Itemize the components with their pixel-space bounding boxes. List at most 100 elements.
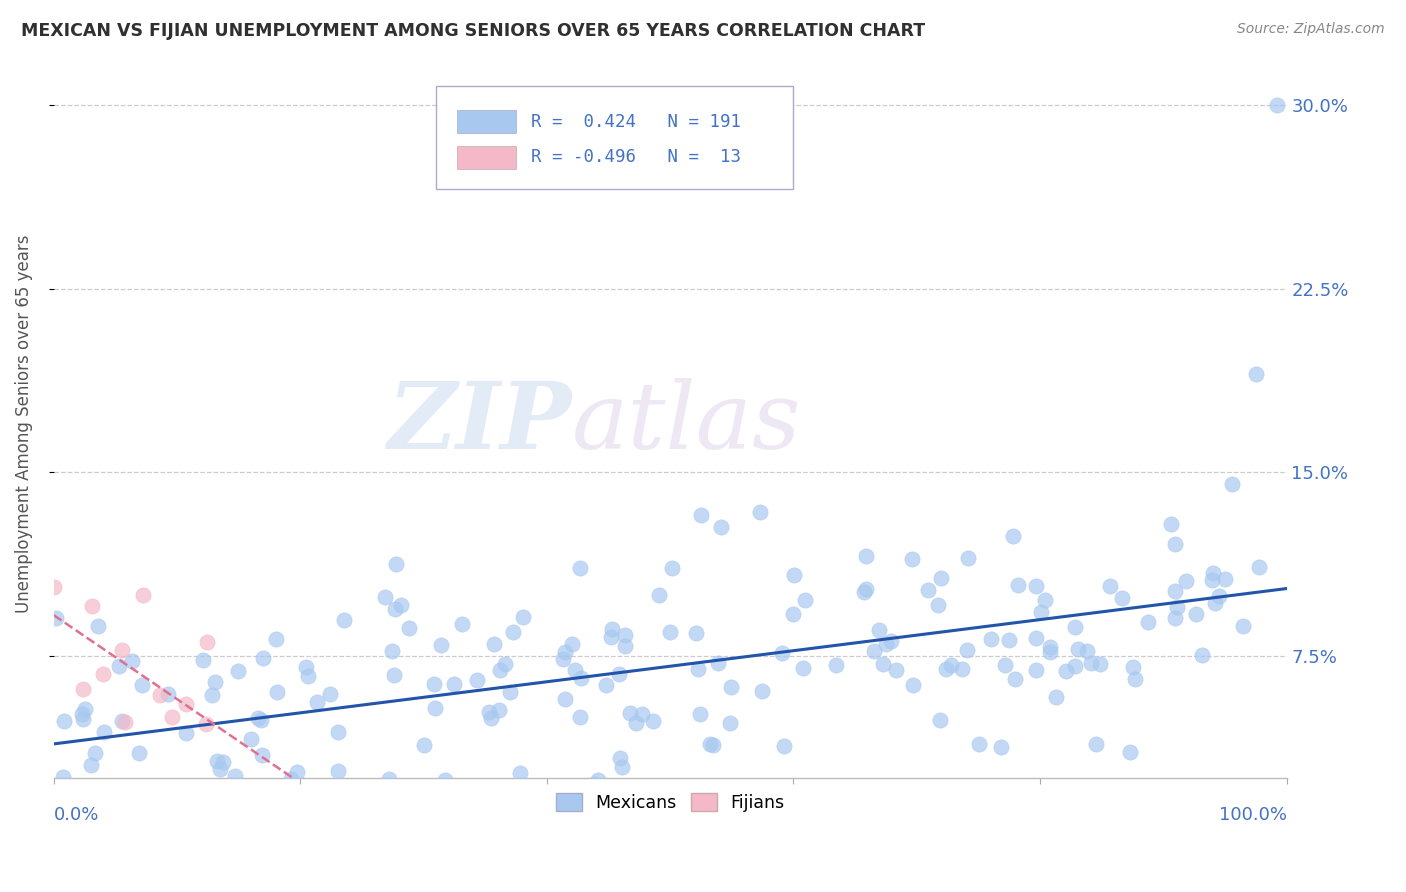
- Point: [488, 663, 510, 677]
- Point: [568, 710, 591, 724]
- Point: [1163, 583, 1185, 598]
- Point: [561, 637, 583, 651]
- Point: [1099, 579, 1122, 593]
- Point: [880, 633, 903, 648]
- Point: [558, 793, 581, 807]
- Point: [607, 667, 630, 681]
- Point: [901, 678, 924, 692]
- Point: [855, 549, 877, 563]
- Point: [156, 688, 179, 702]
- Text: 0.0%: 0.0%: [53, 806, 100, 824]
- Point: [80, 599, 103, 613]
- Point: [1163, 610, 1185, 624]
- Point: [52, 714, 75, 728]
- Point: [751, 683, 773, 698]
- Point: [1204, 596, 1226, 610]
- Point: [929, 571, 952, 585]
- Point: [595, 678, 617, 692]
- Point: [326, 764, 349, 778]
- Point: [73, 702, 96, 716]
- Point: [1122, 659, 1144, 673]
- Point: [131, 780, 153, 795]
- Point: [1118, 745, 1140, 759]
- Point: [488, 703, 510, 717]
- Point: [1067, 641, 1090, 656]
- Point: [132, 588, 155, 602]
- Point: [1002, 529, 1025, 543]
- Point: [1033, 592, 1056, 607]
- FancyBboxPatch shape: [436, 87, 793, 189]
- Point: [494, 657, 516, 672]
- Point: [901, 551, 924, 566]
- Point: [929, 714, 952, 728]
- Point: [941, 657, 963, 672]
- Point: [84, 746, 107, 760]
- Point: [136, 786, 159, 800]
- Point: [93, 725, 115, 739]
- Point: [1166, 600, 1188, 615]
- Point: [250, 714, 273, 728]
- Point: [710, 519, 733, 533]
- Text: atlas: atlas: [572, 378, 801, 468]
- Point: [1191, 648, 1213, 662]
- Point: [1080, 656, 1102, 670]
- Point: [624, 716, 647, 731]
- Point: [586, 773, 609, 788]
- Point: [628, 807, 651, 822]
- Point: [619, 706, 641, 721]
- Point: [824, 658, 846, 673]
- Point: [1063, 620, 1085, 634]
- Point: [659, 624, 682, 639]
- Point: [326, 725, 349, 739]
- Point: [413, 738, 436, 752]
- Point: [1054, 664, 1077, 678]
- Point: [935, 662, 957, 676]
- Point: [613, 628, 636, 642]
- Point: [1232, 619, 1254, 633]
- Point: [609, 751, 631, 765]
- Point: [1164, 536, 1187, 550]
- Point: [583, 777, 606, 791]
- Point: [1045, 690, 1067, 704]
- Point: [174, 697, 197, 711]
- Point: [980, 632, 1002, 647]
- Point: [1185, 607, 1208, 622]
- Point: [191, 652, 214, 666]
- Point: [240, 731, 263, 746]
- Point: [111, 714, 134, 728]
- Point: [554, 644, 576, 658]
- Point: [478, 705, 501, 719]
- Point: [1111, 591, 1133, 605]
- Point: [499, 685, 522, 699]
- Point: [1025, 663, 1047, 677]
- Text: R = -0.496   N =  13: R = -0.496 N = 13: [531, 148, 741, 166]
- Point: [564, 663, 586, 677]
- Point: [305, 695, 328, 709]
- Point: [201, 688, 224, 702]
- Point: [479, 711, 502, 725]
- Point: [1244, 368, 1267, 382]
- Point: [1076, 644, 1098, 658]
- Point: [430, 639, 453, 653]
- Point: [195, 634, 218, 648]
- Point: [1007, 578, 1029, 592]
- Point: [56, 807, 79, 822]
- Point: [266, 685, 288, 699]
- Point: [423, 700, 446, 714]
- Point: [423, 677, 446, 691]
- Point: [794, 593, 817, 607]
- Point: [1084, 737, 1107, 751]
- Point: [121, 654, 143, 668]
- Point: [990, 739, 1012, 754]
- Point: [998, 633, 1021, 648]
- Point: [862, 644, 884, 658]
- Point: [1208, 589, 1230, 603]
- Point: [389, 598, 412, 612]
- Point: [853, 585, 876, 599]
- Point: [398, 621, 420, 635]
- Point: [332, 613, 354, 627]
- Point: [433, 773, 456, 788]
- Y-axis label: Unemployment Among Seniors over 65 years: Unemployment Among Seniors over 65 years: [15, 234, 32, 613]
- Point: [72, 707, 94, 722]
- Point: [631, 706, 654, 721]
